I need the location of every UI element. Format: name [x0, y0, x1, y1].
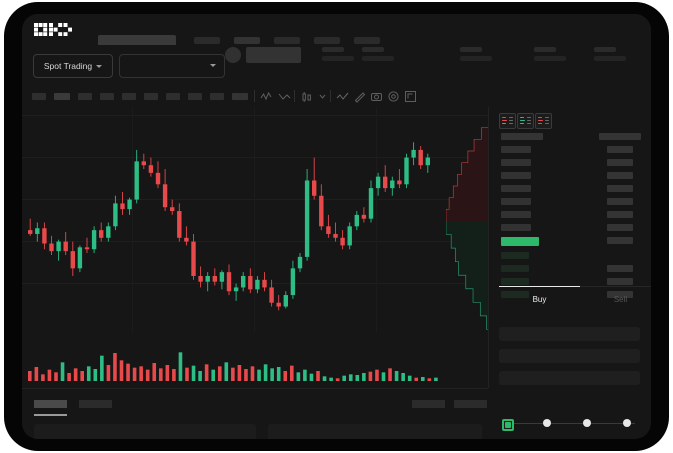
orderbook-bid-amount — [607, 278, 633, 285]
tab-sell-label: Sell — [613, 295, 628, 304]
orderbook-ask-amount — [607, 198, 633, 205]
timeframe-1mo[interactable] — [210, 93, 224, 100]
orderbook-ask-row[interactable] — [501, 211, 531, 218]
tab-sell[interactable]: Sell — [580, 286, 651, 313]
orderbook-header-amount — [599, 133, 641, 140]
orderbook-ask-amount — [607, 224, 633, 231]
ticker-stat-turnover — [534, 47, 566, 61]
last-price-value — [246, 47, 301, 63]
timeframe-more[interactable] — [232, 93, 248, 100]
slider-stop-25[interactable] — [543, 419, 551, 427]
candle-type-icon[interactable] — [300, 90, 313, 103]
ticker-stat-index — [594, 47, 626, 61]
order-total-field[interactable] — [499, 371, 640, 385]
drawing-tool-icon[interactable] — [353, 90, 366, 103]
timeframe-1m[interactable] — [32, 93, 46, 100]
slider-stop-75[interactable] — [623, 419, 631, 427]
timeframe-30m[interactable] — [100, 93, 114, 100]
orderbook-spread-amount — [607, 237, 633, 244]
orderbook-bid-amount — [607, 265, 633, 272]
orderbook-bid-row[interactable] — [501, 291, 529, 298]
order-book-panel — [488, 107, 651, 388]
orderbook-bid-row[interactable] — [501, 252, 529, 259]
ticker-stat-24h-vol — [460, 47, 492, 61]
orderbook-ask-row[interactable] — [501, 146, 531, 153]
order-amount-field[interactable] — [499, 349, 640, 363]
orderbook-view-bids-icon[interactable] — [517, 113, 534, 129]
market-depth-chart — [446, 116, 498, 343]
chevron-down-icon[interactable] — [316, 90, 329, 103]
chevron-down-icon — [210, 64, 216, 67]
volume-series — [28, 352, 438, 381]
candlestick-series — [28, 142, 430, 311]
compare-icon[interactable] — [278, 90, 291, 103]
bottom-panel-left — [34, 424, 256, 439]
trading-pair-select[interactable] — [119, 54, 225, 78]
tab-order-history[interactable] — [79, 400, 112, 408]
slider-stop-50[interactable] — [583, 419, 591, 427]
orderbook-ask-row[interactable] — [501, 185, 531, 192]
indicator-icon[interactable] — [260, 90, 273, 103]
snapshot-icon[interactable] — [370, 90, 383, 103]
timeframe-5m[interactable] — [54, 93, 70, 100]
orderbook-bid-amount — [607, 291, 633, 298]
bottom-action-1[interactable] — [412, 400, 445, 408]
orderbook-bid-row[interactable] — [501, 265, 529, 272]
coin-avatar — [225, 47, 241, 63]
nav-item-1[interactable] — [194, 37, 220, 44]
order-price-field[interactable] — [499, 327, 640, 341]
nav-item-3[interactable] — [274, 37, 300, 44]
orderbook-ask-amount — [607, 146, 633, 153]
orderbook-bid-row[interactable] — [501, 278, 529, 285]
global-search-input[interactable] — [98, 35, 176, 46]
active-tab-underline — [34, 414, 67, 416]
spot-trading-label: Spot Trading — [43, 61, 93, 71]
orderbook-ask-amount — [607, 172, 633, 179]
orderbook-view-asks-icon[interactable] — [535, 113, 552, 129]
orderbook-ask-row[interactable] — [501, 224, 531, 231]
orderbook-ask-row[interactable] — [501, 159, 531, 166]
slider-stop-0[interactable] — [502, 419, 514, 431]
timeframe-1h[interactable] — [122, 93, 136, 100]
orderbook-header-price — [501, 133, 543, 140]
spot-trading-dropdown[interactable]: Spot Trading — [33, 54, 113, 78]
orderbook-spread-row[interactable] — [501, 237, 539, 246]
orders-panel — [22, 388, 488, 439]
ticker-stat-high — [362, 47, 394, 61]
orderbook-ask-amount — [607, 211, 633, 218]
top-navigation-bar — [22, 14, 651, 46]
bottom-action-2[interactable] — [454, 400, 487, 408]
tab-open-orders[interactable] — [34, 400, 67, 408]
nav-item-5[interactable] — [354, 37, 380, 44]
line-chart-icon[interactable] — [336, 90, 349, 103]
orderbook-view-both-icon[interactable] — [499, 113, 516, 129]
ticker-stat-change — [322, 47, 354, 61]
price-chart[interactable] — [22, 107, 488, 388]
settings-icon[interactable] — [387, 90, 400, 103]
nav-item-2[interactable] — [234, 37, 260, 44]
fullscreen-icon[interactable] — [404, 90, 417, 103]
orderbook-ask-amount — [607, 185, 633, 192]
chevron-down-icon — [96, 64, 103, 68]
tab-buy-label: Buy — [532, 295, 547, 304]
okx-logo-icon — [34, 23, 72, 36]
timeframe-1d[interactable] — [166, 93, 180, 100]
timeframe-15m[interactable] — [78, 93, 92, 100]
orderbook-ask-amount — [607, 159, 633, 166]
timeframe-1w[interactable] — [188, 93, 202, 100]
orderbook-ask-row[interactable] — [501, 198, 531, 205]
okx-logo[interactable] — [34, 23, 72, 36]
chart-toolbar — [22, 85, 651, 108]
orderbook-ask-row[interactable] — [501, 172, 531, 179]
amount-slider-track[interactable] — [502, 423, 635, 424]
timeframe-4h[interactable] — [144, 93, 158, 100]
nav-item-4[interactable] — [314, 37, 340, 44]
tab-buy[interactable]: Buy — [499, 286, 580, 313]
device-screen: Spot Trading — [22, 14, 651, 439]
bottom-panel-right — [268, 424, 482, 439]
